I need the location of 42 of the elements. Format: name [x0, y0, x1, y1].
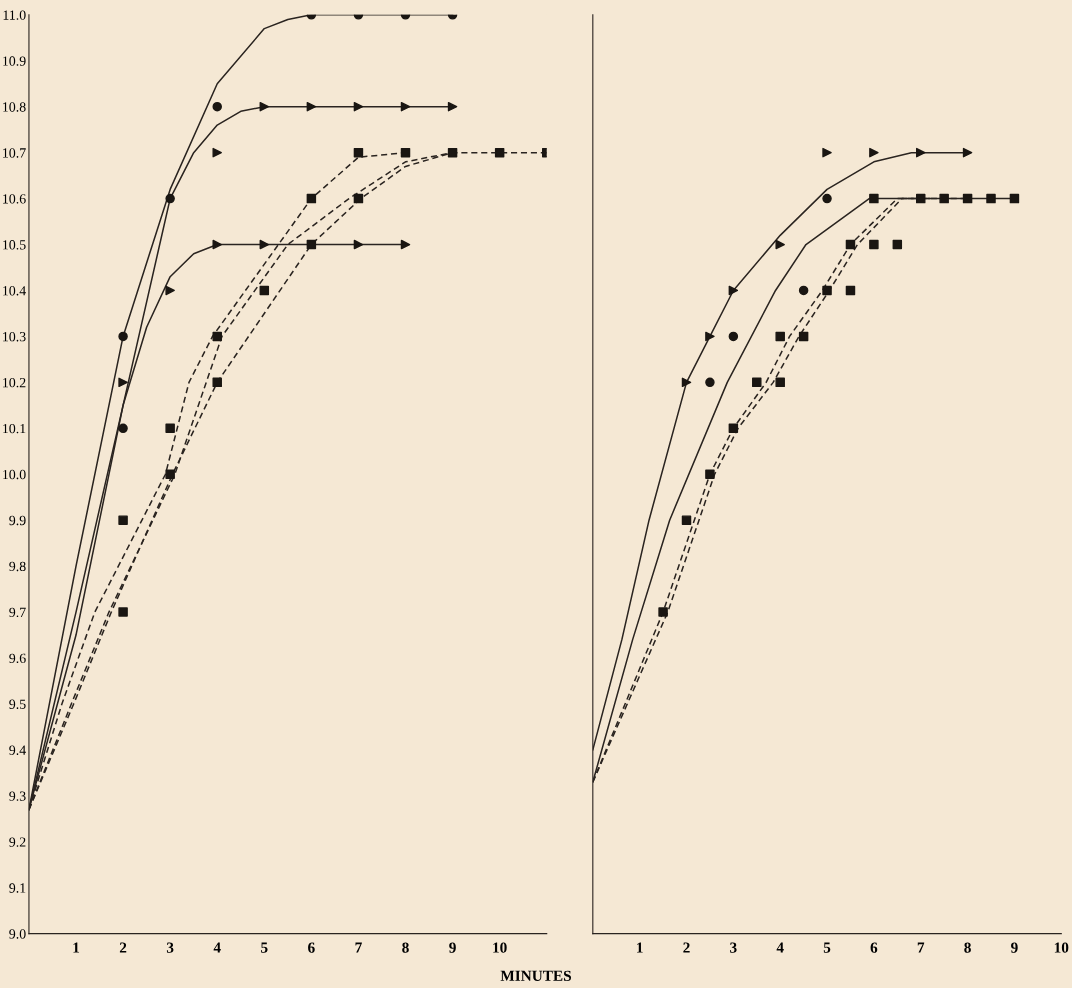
y-tick-label: 10.1 — [3, 423, 26, 434]
x-tick-label: 2 — [119, 942, 127, 953]
x-tick-label: 6 — [308, 942, 315, 953]
x-tick-label: 5 — [261, 942, 268, 953]
y-tick-label: 10.2 — [3, 377, 26, 388]
y-tick-label: 9.5 — [9, 699, 26, 709]
y-tick-label: 9.4 — [9, 745, 26, 755]
y-tick-label: 9.9 — [9, 515, 26, 526]
y-tick-label: 9.6 — [9, 653, 26, 664]
y-tick-label: 10.7 — [3, 148, 26, 158]
y-tick-label: 9.7 — [9, 607, 26, 618]
y-tick-label: 10.6 — [3, 194, 26, 204]
x-tick-label: 2 — [683, 942, 690, 953]
y-tick-label: 10.3 — [3, 332, 26, 342]
x-tick-label: 7 — [355, 942, 362, 953]
x-tick-label: 7 — [917, 942, 925, 953]
x-tick-label: 3 — [166, 942, 174, 953]
y-tick-label: 9.2 — [9, 837, 26, 847]
x-axis-title: MINUTES — [500, 970, 572, 981]
x-tick-label: 9 — [449, 942, 456, 953]
x-tick-label: 3 — [730, 942, 737, 953]
y-tick-label: 9.3 — [9, 791, 26, 801]
x-tick-label: 6 — [870, 942, 878, 953]
y-tick-label: 10.4 — [3, 286, 26, 296]
x-tick-label: 4 — [213, 942, 221, 953]
y-tick-label: 10.5 — [3, 240, 26, 250]
x-tick-label: 4 — [776, 942, 784, 953]
y-tick-label: 9.0 — [9, 929, 26, 939]
x-tick-label: 10 — [493, 942, 507, 953]
y-tick-label: 9.1 — [9, 883, 26, 893]
x-tick-label: 1 — [73, 942, 80, 953]
x-tick-label: 9 — [1011, 942, 1018, 953]
x-tick-label: 8 — [964, 942, 971, 953]
y-tick-label: 10.0 — [3, 469, 26, 480]
x-tick-label: 5 — [823, 942, 831, 953]
y-tick-label: 11.0 — [3, 10, 26, 20]
x-tick-label: 1 — [637, 942, 643, 953]
y-tick-label: 10.9 — [3, 56, 26, 66]
x-tick-label: 10 — [1054, 942, 1069, 953]
y-tick-label: 10.8 — [3, 102, 26, 112]
y-tick-label: 9.8 — [9, 561, 26, 572]
x-tick-label: 8 — [402, 942, 409, 953]
